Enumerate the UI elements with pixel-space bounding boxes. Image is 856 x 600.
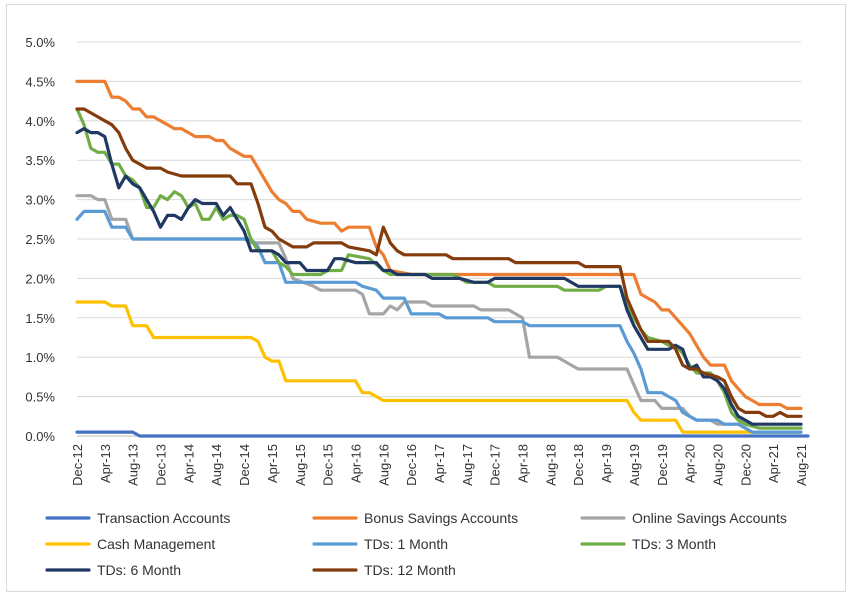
y-tick-label: 3.0% (25, 193, 55, 208)
x-tick-label: Apr-14 (181, 444, 196, 483)
legend-item: TDs: 1 Month (312, 536, 448, 552)
legend-label: Cash Management (97, 536, 215, 552)
x-tick-label: Dec-19 (655, 444, 670, 486)
x-tick-label: Apr-13 (98, 444, 113, 483)
series-line-5 (75, 107, 803, 430)
legend-label: Bonus Savings Accounts (364, 510, 518, 526)
x-axis-tick-labels: Dec-12 Apr-13 Aug-13 Dec-13 Apr-14 Aug-14 Dec-… (70, 444, 809, 486)
legend-item: TDs: 12 Month (312, 562, 456, 578)
y-tick-label: 3.5% (25, 153, 55, 168)
x-tick-label: Apr-20 (683, 444, 698, 483)
x-tick-label: Aug-15 (293, 444, 308, 486)
x-tick-label: Aug-14 (209, 444, 224, 486)
x-tick-label: Aug-16 (376, 444, 391, 486)
x-tick-label: Aug-17 (460, 444, 475, 486)
x-tick-label: Dec-18 (571, 444, 586, 486)
y-tick-label: 0.5% (25, 390, 55, 405)
x-tick-label: Dec-13 (154, 444, 169, 486)
legend-item: Transaction Accounts (45, 510, 230, 526)
y-tick-label: 5.0% (25, 35, 55, 50)
y-tick-label: 4.0% (25, 114, 55, 129)
y-axis-tick-labels: 0.0% 0.5% 1.0% 1.5% 2.0% 2.5% 3.0% 3.5% 4.0% 4.5%… (25, 35, 55, 444)
x-tick-label: Dec-15 (321, 444, 336, 486)
legend-item: Cash Management (45, 536, 215, 552)
legend-label: Online Savings Accounts (632, 510, 787, 526)
y-tick-label: 4.5% (25, 74, 55, 89)
series-line-6 (75, 127, 803, 426)
y-tick-label: 2.5% (25, 232, 55, 247)
x-tick-label: Dec-20 (738, 444, 753, 486)
series-lines (75, 79, 810, 438)
series-line-7 (75, 107, 803, 418)
legend-label: TDs: 12 Month (364, 562, 456, 578)
x-tick-label: Aug-18 (543, 444, 558, 486)
y-tick-label: 0.0% (25, 429, 55, 444)
x-tick-label: Dec-16 (404, 444, 419, 486)
x-tick-label: Dec-17 (488, 444, 503, 486)
series-line-3 (75, 300, 803, 434)
legend-label: TDs: 1 Month (364, 536, 448, 552)
x-tick-label: Apr-21 (766, 444, 781, 483)
x-tick-label: Aug-21 (794, 444, 809, 486)
x-tick-label: Aug-20 (710, 444, 725, 486)
legend-item: Online Savings Accounts (580, 510, 787, 526)
x-tick-label: Apr-17 (432, 444, 447, 483)
series-line-0 (75, 430, 810, 438)
legend-item: TDs: 3 Month (580, 536, 716, 552)
legend-item: TDs: 6 Month (45, 562, 181, 578)
x-tick-label: Dec-12 (70, 444, 85, 486)
x-tick-label: Aug-19 (627, 444, 642, 486)
y-tick-label: 1.5% (25, 311, 55, 326)
legend-label: TDs: 6 Month (97, 562, 181, 578)
legend: Transaction Accounts Bonus Savings Accoun… (45, 510, 787, 578)
x-tick-label: Apr-18 (516, 444, 531, 483)
x-tick-label: Apr-15 (265, 444, 280, 483)
y-tick-label: 2.0% (25, 271, 55, 286)
chart-container (6, 4, 846, 592)
x-tick-label: Apr-16 (348, 444, 363, 483)
legend-label: TDs: 3 Month (632, 536, 716, 552)
y-tick-label: 1.0% (25, 350, 55, 365)
series-line-1 (75, 79, 803, 410)
x-tick-label: Apr-19 (599, 444, 614, 483)
legend-label: Transaction Accounts (97, 510, 230, 526)
legend-item: Bonus Savings Accounts (312, 510, 518, 526)
x-tick-label: Aug-13 (126, 444, 141, 486)
x-tick-label: Dec-14 (237, 444, 252, 486)
